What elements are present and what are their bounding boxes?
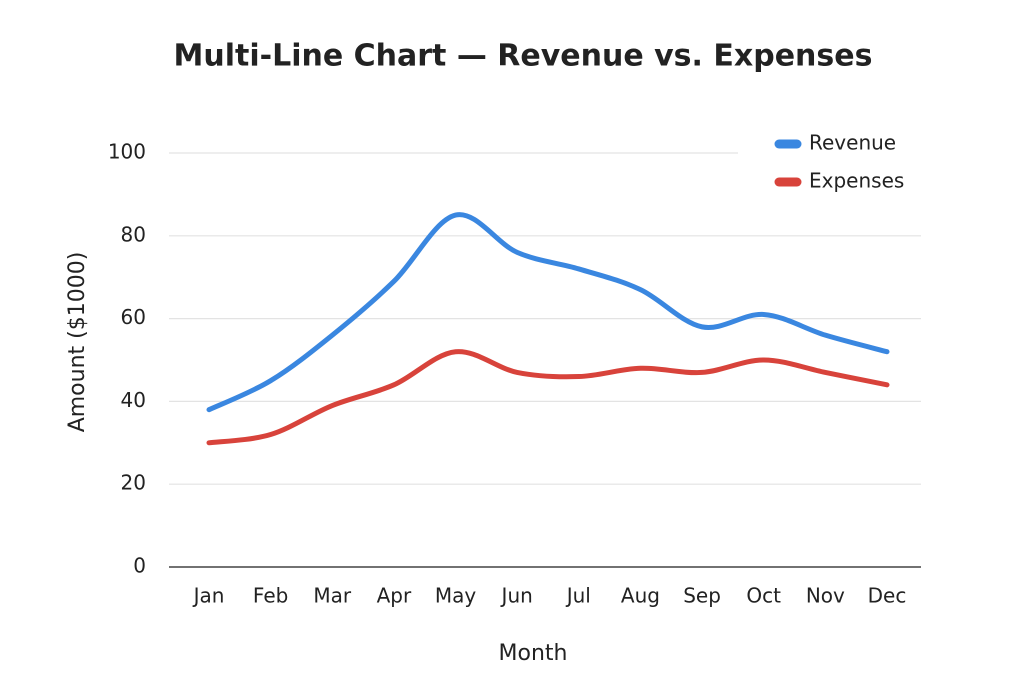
series-line	[206, 212, 890, 413]
x-tick-label: Jul	[565, 584, 591, 608]
legend-label: Revenue	[809, 131, 896, 155]
y-tick-label: 60	[121, 305, 146, 329]
y-tick-label: 0	[133, 554, 146, 578]
y-tick-label: 80	[121, 222, 146, 246]
x-tick-label: Aug	[621, 584, 660, 608]
y-tick-label: 40	[121, 388, 146, 412]
x-tick-label: Dec	[868, 584, 907, 608]
series-line	[206, 349, 890, 446]
x-tick-label: Apr	[377, 584, 412, 608]
x-tick-label: Jan	[192, 584, 225, 608]
x-tick-label: Feb	[253, 584, 288, 608]
y-axis-label: Amount ($1000)	[65, 252, 90, 433]
x-tick-label: Sep	[683, 584, 721, 608]
x-tick-label: Oct	[746, 584, 781, 608]
chart-title: Multi-Line Chart — Revenue vs. Expenses	[174, 39, 873, 74]
x-tick-label: Mar	[313, 584, 352, 608]
y-tick-label: 100	[108, 140, 146, 164]
y-tick-label: 20	[121, 471, 146, 495]
legend-label: Expenses	[809, 169, 904, 193]
legend-background	[738, 125, 921, 200]
x-tick-label: May	[435, 584, 477, 608]
x-axis-label: Month	[499, 641, 568, 666]
x-tick-label: Jun	[500, 584, 533, 608]
x-tick-label: Nov	[806, 584, 845, 608]
